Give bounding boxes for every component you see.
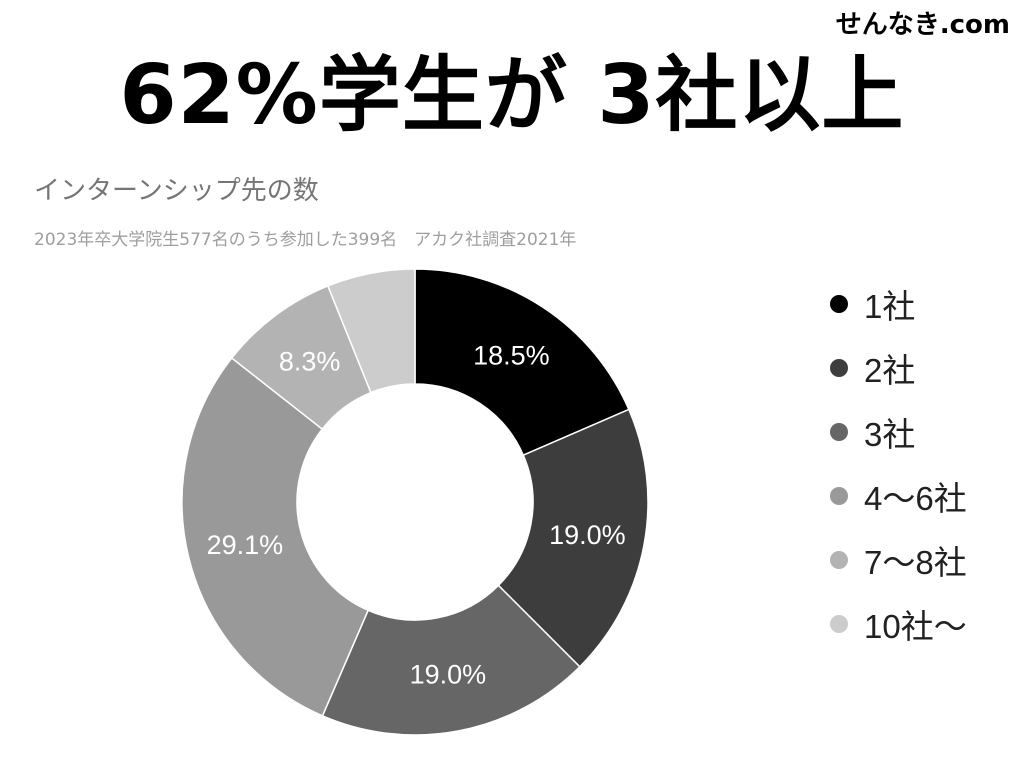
slice-label-4-6: 29.1% — [207, 530, 284, 560]
slice-label-7-8: 8.3% — [279, 347, 341, 377]
legend-dot-icon — [830, 551, 848, 569]
legend-label: 1社 — [864, 288, 916, 325]
legend-item-10-plus: 10社〜 — [830, 592, 967, 656]
legend-item-4-6: 4〜6社 — [830, 464, 967, 528]
slice-2 — [497, 408, 649, 668]
chart-title: インターンシップ先の数 — [34, 176, 319, 206]
legend-item-1: 1社 — [830, 272, 967, 336]
legend-label: 10社〜 — [864, 608, 967, 645]
legend-dot-icon — [830, 487, 848, 505]
legend-label: 7〜8社 — [864, 544, 967, 581]
legend-dot-icon — [830, 615, 848, 633]
legend-label: 2社 — [864, 352, 916, 389]
legend-dot-icon — [830, 423, 848, 441]
slice-10-plus — [326, 268, 416, 394]
legend-item-3: 3社 — [830, 400, 967, 464]
slice-1 — [414, 268, 630, 457]
legend-dot-icon — [830, 359, 848, 377]
legend-label: 4〜6社 — [864, 480, 967, 517]
slice-3 — [321, 584, 581, 736]
slice-label-3: 19.0% — [410, 659, 487, 689]
legend-item-2: 2社 — [830, 336, 967, 400]
chart-subtitle: 2023年卒大学院生577名のうち参加した399名 アカク社調査2021年 — [34, 230, 577, 250]
legend-label: 3社 — [864, 416, 916, 453]
legend-dot-icon — [830, 295, 848, 313]
site-label: せんなき.com — [835, 10, 1010, 40]
slice-label-1: 18.5% — [473, 340, 550, 370]
slice-label-2: 19.0% — [549, 520, 626, 550]
legend-item-7-8: 7〜8社 — [830, 528, 967, 592]
headline: 62%学生が 3社以上 — [119, 48, 905, 143]
chart-legend: 1社 2社 3社 4〜6社 7〜8社 10社〜 — [830, 272, 967, 656]
slice-4-6 — [181, 356, 370, 717]
